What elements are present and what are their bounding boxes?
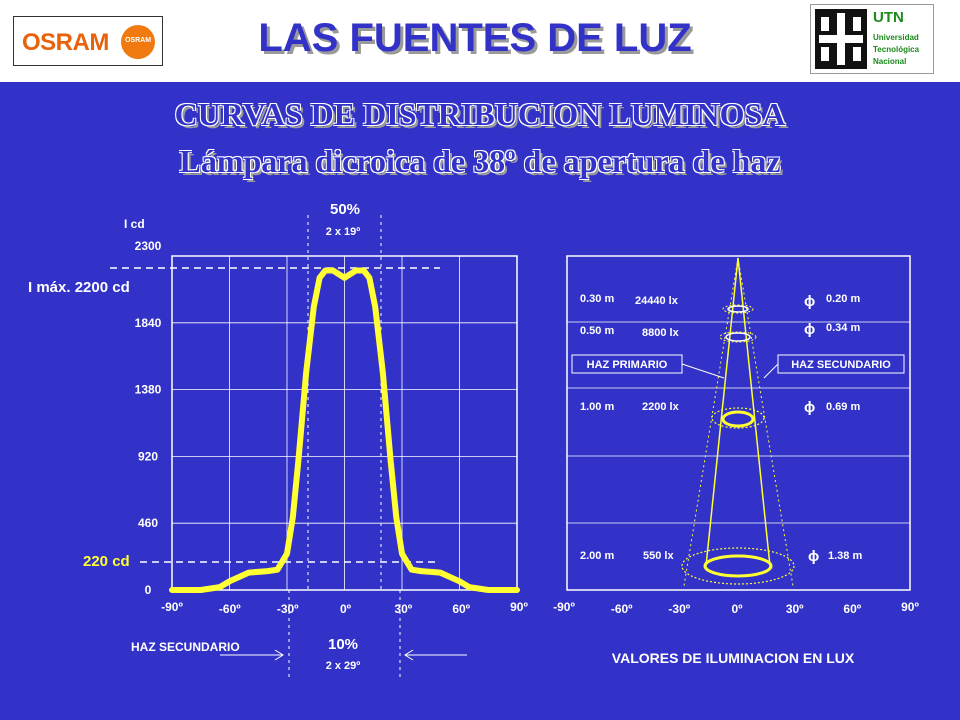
- x-tick-label: 60º: [452, 602, 470, 616]
- row2-dist: 0.50 m: [580, 325, 614, 337]
- beam-cones: [683, 257, 794, 587]
- osram-bulb-icon: OSRAM: [121, 25, 155, 59]
- x-tick-label: -90º: [161, 600, 183, 614]
- x-tick-label: 90º: [510, 600, 528, 614]
- left-chart: I cd 2300 1840 1380 920 460 0 -90º -60º -30º 0º 3…: [28, 201, 528, 680]
- haz-secundario-right-label: HAZ SECUNDARIO: [791, 359, 891, 371]
- row2-diam-icon: ϕ: [804, 321, 815, 338]
- utn-logo: UTN Universidad Tecnológica Nacional: [810, 4, 934, 74]
- row1-dist: 0.30 m: [580, 293, 614, 305]
- haz-primario-label: HAZ PRIMARIO: [587, 359, 668, 371]
- left-grid: [172, 256, 517, 590]
- subtitle-curvas: CURVAS DE DISTRIBUCION LUMINOSA: [174, 96, 786, 132]
- pct50-label: 50%: [330, 201, 360, 218]
- x-tick-label: 30º: [786, 602, 804, 616]
- subtitle-lampara: Lámpara dicroica de 38º de apertura de h…: [179, 143, 781, 179]
- row2-diam: 0.34 m: [826, 322, 860, 334]
- y-tick-label: 2300: [135, 239, 162, 253]
- row4-lux: 550 lx: [643, 550, 674, 562]
- angle10-label: 2 x 29º: [326, 660, 361, 672]
- osram-logo-text: OSRAM: [22, 29, 109, 56]
- x-tick-label: -30º: [277, 602, 299, 616]
- x-tick-label: 0º: [731, 602, 743, 616]
- x-tick-label: 0º: [340, 602, 352, 616]
- utn-line-2: Tecnológica: [873, 45, 920, 54]
- x-tick-label: 90º: [901, 600, 919, 614]
- x-tick-label: -30º: [668, 602, 690, 616]
- i220-label: 220 cd: [83, 553, 130, 570]
- row1-diam: 0.20 m: [826, 293, 860, 305]
- pct10-label: 10%: [328, 636, 358, 653]
- arrow-right-10: [404, 649, 467, 661]
- row4-diam-icon: ϕ: [808, 548, 819, 565]
- right-caption: VALORES DE ILUMINACION EN LUX: [612, 650, 855, 666]
- y-tick-label: 460: [138, 516, 158, 530]
- intensity-curve: [169, 267, 520, 593]
- row3-diam: 0.69 m: [826, 401, 860, 413]
- row4-dist: 2.00 m: [580, 550, 614, 562]
- haz-secundario-left-label: HAZ SECUNDARIO: [131, 640, 240, 654]
- row1-diam-icon: ϕ: [804, 293, 815, 310]
- page-title: LAS FUENTES DE LUZ: [258, 16, 692, 60]
- osram-bulb-text: OSRAM: [124, 37, 152, 44]
- y-axis-label: I cd: [124, 217, 145, 231]
- row3-dist: 1.00 m: [580, 401, 614, 413]
- y-tick-label: 920: [138, 449, 158, 463]
- row4-diam: 1.38 m: [828, 550, 862, 562]
- right-plot-frame: [566, 255, 911, 591]
- x-tick-label: -60º: [219, 602, 241, 616]
- header-bar: OSRAM OSRAM LAS FUENTES DE LUZ UTN Unive…: [0, 0, 960, 82]
- osram-logo: OSRAM OSRAM: [13, 16, 163, 66]
- right-chart: HAZ PRIMARIO HAZ SECUNDARIO 0.30 m 24440…: [553, 255, 919, 666]
- arrow-left-10: [220, 649, 284, 661]
- utn-line-3: Nacional: [873, 57, 907, 66]
- beam-ellipses: [681, 304, 795, 585]
- x-tick-label: -60º: [611, 602, 633, 616]
- utn-emblem-icon: [815, 9, 867, 69]
- x-tick-label: 60º: [843, 602, 861, 616]
- haz-arrows: [681, 363, 779, 379]
- utn-name: UTN: [873, 9, 904, 26]
- y-tick-label: 1380: [135, 383, 162, 397]
- y-tick-label: 0: [145, 583, 152, 597]
- row2-lux: 8800 lx: [642, 327, 680, 339]
- right-grid: [567, 321, 910, 524]
- angle50-label: 2 x 19º: [326, 226, 361, 238]
- imax-label: I máx. 2200 cd: [28, 279, 130, 296]
- utn-line-1: Universidad: [873, 33, 919, 42]
- row3-diam-icon: ϕ: [804, 399, 815, 416]
- x-tick-label: 30º: [394, 602, 412, 616]
- row3-lux: 2200 lx: [642, 401, 680, 413]
- x-tick-label: -90º: [553, 600, 575, 614]
- y-tick-label: 1840: [135, 316, 162, 330]
- row1-lux: 24440 lx: [635, 295, 679, 307]
